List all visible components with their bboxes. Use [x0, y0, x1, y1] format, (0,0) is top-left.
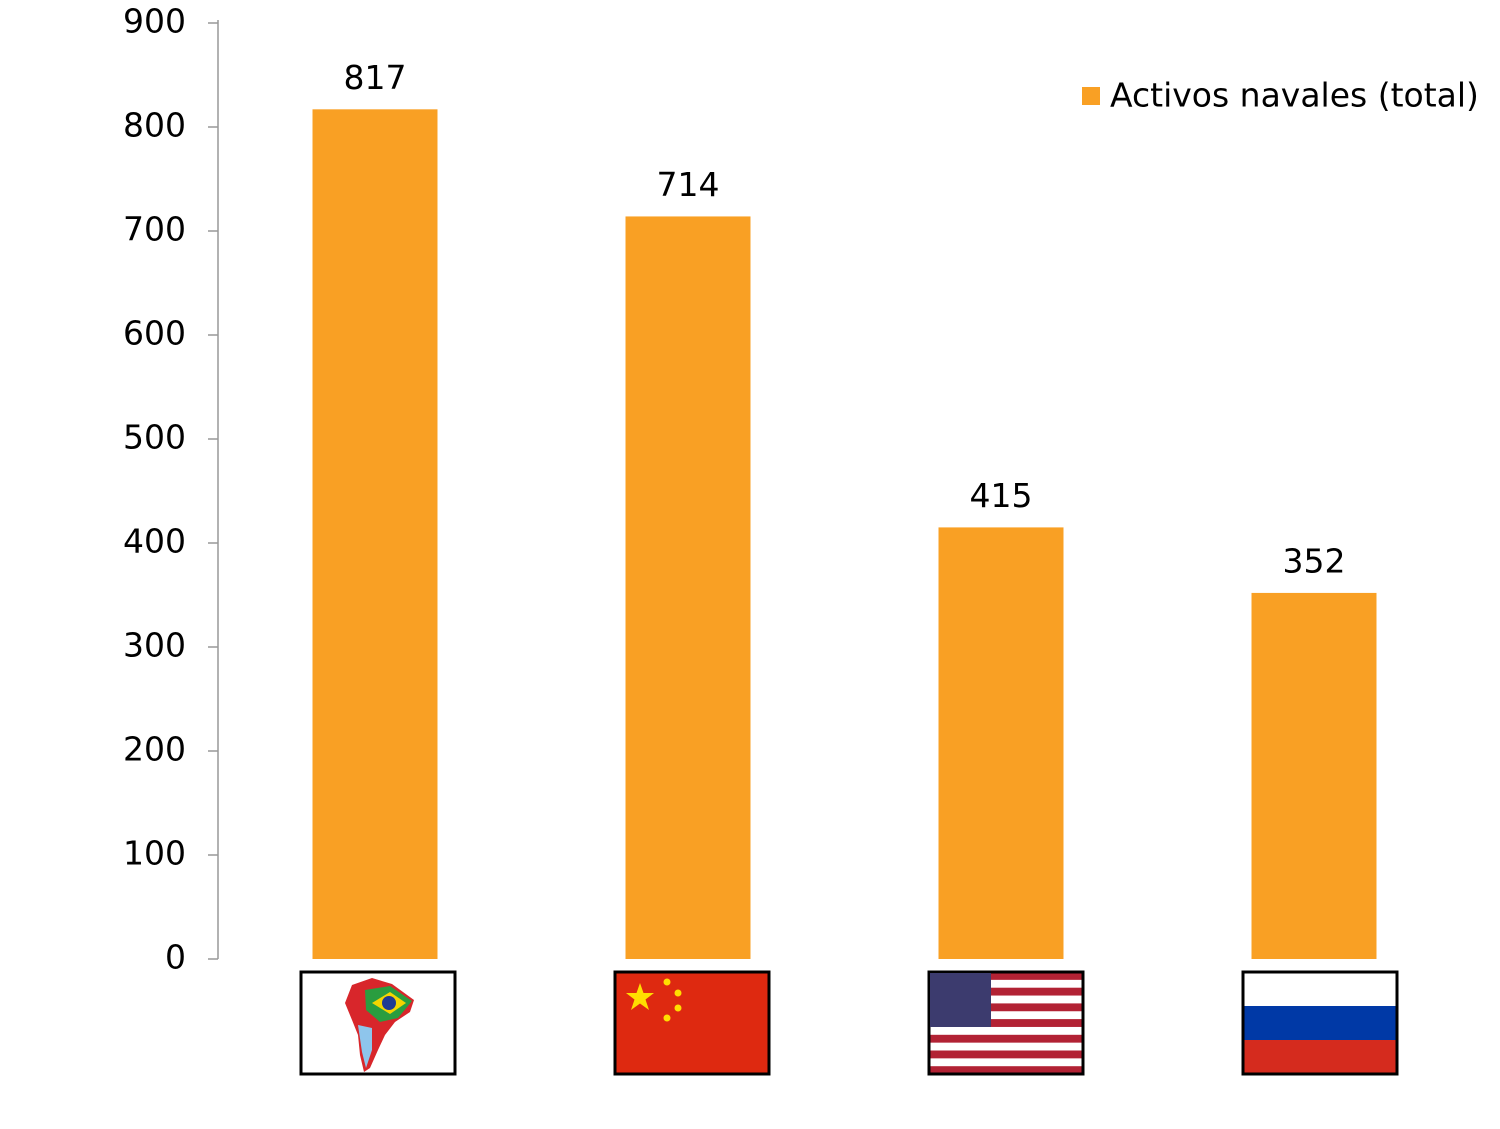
y-tick-label: 800 — [123, 106, 186, 145]
data-label: 352 — [1283, 541, 1346, 580]
flags — [299, 970, 1399, 1076]
y-tick-label: 600 — [123, 314, 186, 353]
data-label: 415 — [970, 476, 1033, 515]
y-tick-label: 700 — [123, 210, 186, 249]
bar — [312, 109, 438, 959]
flag-south-america — [299, 970, 457, 1076]
y-tick-label: 500 — [123, 418, 186, 457]
bar — [938, 527, 1064, 959]
data-label: 817 — [344, 58, 407, 97]
y-tick-label: 100 — [123, 834, 186, 873]
data-label: 714 — [657, 165, 720, 204]
legend-swatch — [1082, 87, 1100, 105]
flag-china — [613, 970, 771, 1076]
flag-usa — [927, 970, 1085, 1076]
y-tick-label: 900 — [123, 2, 186, 41]
flag-russia — [1241, 970, 1399, 1076]
legend-label: Activos navales (total) — [1110, 76, 1479, 115]
y-tick-label: 200 — [123, 730, 186, 769]
y-tick-label: 0 — [165, 938, 186, 977]
bar — [1251, 592, 1377, 959]
y-tick-label: 300 — [123, 626, 186, 665]
bar — [625, 216, 751, 959]
y-tick-label: 400 — [123, 522, 186, 561]
